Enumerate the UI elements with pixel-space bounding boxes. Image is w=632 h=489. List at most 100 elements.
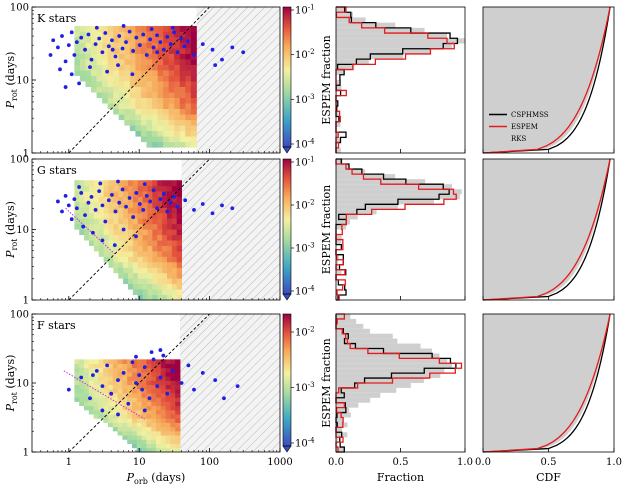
scatter-point	[172, 195, 176, 199]
heatmap-cell	[107, 25, 114, 32]
heatmap-cell	[185, 141, 192, 148]
heatmap-cell	[137, 223, 144, 230]
heatmap-cell	[74, 25, 81, 32]
scatter-point	[185, 39, 190, 44]
heatmap-cell	[157, 114, 164, 121]
heatmap-cell	[156, 397, 162, 402]
heatmap-cell	[179, 108, 186, 115]
heatmap-cell	[122, 367, 128, 373]
heatmap-cell	[135, 25, 142, 32]
heatmap-cell	[165, 418, 171, 423]
heatmap-cell	[107, 103, 114, 110]
heatmap-cell	[107, 409, 114, 415]
heatmap-cell	[163, 31, 170, 38]
heatmap-cell	[132, 202, 139, 208]
heatmap-cell	[127, 414, 133, 419]
heatmap-cell	[141, 422, 147, 428]
scatter-point	[230, 206, 235, 211]
heatmap-cell	[98, 401, 104, 407]
heatmap-cell	[135, 92, 142, 99]
heatmap-cell	[163, 64, 170, 71]
heatmap-cell	[89, 234, 95, 241]
heatmap-cell	[117, 388, 123, 394]
heatmap-cell	[151, 435, 157, 440]
scatter-point	[168, 200, 173, 205]
heatmap-cell	[129, 75, 136, 82]
heatmap-cell	[84, 191, 90, 197]
heatmap-cell	[83, 367, 90, 373]
heatmap-cell	[174, 86, 181, 93]
heatmap-cell	[162, 289, 168, 295]
heatmap-cell	[103, 229, 109, 236]
heatmap-cell	[171, 251, 178, 257]
colorbar-tick-label: 10-2	[295, 326, 315, 339]
heatmap-cell	[140, 125, 147, 132]
heatmap-cell	[165, 447, 171, 453]
colorbar-tick-label: 10-3	[295, 93, 315, 106]
heatmap-cell	[146, 53, 153, 60]
heatmap-cell	[124, 53, 131, 60]
heatmap-cell	[142, 212, 148, 219]
heatmap-cell	[98, 405, 104, 411]
heatmap-cell	[113, 185, 119, 192]
heatmap-cell	[117, 409, 123, 415]
heatmap-cell	[108, 207, 114, 214]
heatmap-cell	[174, 125, 181, 132]
heatmap-cell	[185, 81, 192, 87]
heatmap-cell	[168, 136, 175, 143]
heatmap-cell	[157, 70, 164, 76]
scatter-point	[126, 401, 131, 406]
heatmap-cell	[175, 367, 181, 373]
heatmap-cell	[127, 278, 134, 285]
heatmap-cell	[190, 114, 197, 121]
heatmap-cell	[93, 240, 100, 246]
heatmap-cell	[98, 223, 105, 230]
heatmap-cell	[113, 97, 120, 104]
heatmap-cell	[146, 414, 152, 419]
heatmap-cell	[129, 59, 136, 65]
heatmap-cell	[89, 212, 95, 219]
heatmap-cell	[176, 240, 182, 246]
hist-x-tick-label: 1.0	[457, 457, 473, 468]
heatmap-cell	[141, 447, 147, 453]
scatter-point	[48, 53, 53, 57]
scatter-point	[158, 40, 163, 45]
heatmap-cell	[103, 367, 109, 373]
cdf-x-axis-label: CDF	[536, 471, 561, 484]
heatmap-cell	[129, 31, 136, 38]
heatmap-cell	[112, 422, 118, 428]
heatmap-cell	[166, 245, 173, 252]
heatmap-cell	[152, 202, 158, 208]
heatmap-cell	[102, 92, 109, 99]
heatmap-cell	[174, 119, 181, 126]
heatmap-cell	[141, 430, 147, 436]
heatmap-cell	[165, 430, 171, 436]
heatmap-cell	[176, 294, 182, 301]
main-panel: 1 10 100 K stars	[10, 3, 281, 160]
heatmap-cell	[93, 397, 99, 402]
heatmap-cell	[79, 31, 86, 38]
heatmap-cell	[107, 376, 114, 381]
heatmap-cell	[103, 245, 109, 252]
heatmap-cell	[93, 180, 100, 187]
heatmap-cell	[137, 278, 144, 285]
heatmap-cell	[132, 397, 138, 402]
heatmap-cell	[162, 256, 168, 263]
heatmap-cell	[141, 426, 147, 432]
heatmap-cell	[157, 108, 164, 115]
heatmap-cell	[146, 409, 152, 415]
heatmap-cell	[136, 430, 143, 436]
heatmap-cell	[118, 64, 125, 71]
heatmap-cell	[91, 42, 97, 49]
scatter-point	[66, 387, 71, 392]
heatmap-cell	[123, 229, 129, 236]
heatmap-cell	[118, 48, 125, 54]
scatter-point	[130, 360, 135, 365]
hist-bar-rks	[336, 234, 342, 240]
heatmap-cell	[179, 141, 186, 148]
heatmap-cell	[117, 426, 123, 432]
heatmap-cell	[146, 125, 153, 132]
heatmap-cell	[162, 245, 168, 252]
heatmap-cell	[96, 70, 103, 76]
heatmap-cell	[98, 207, 105, 214]
